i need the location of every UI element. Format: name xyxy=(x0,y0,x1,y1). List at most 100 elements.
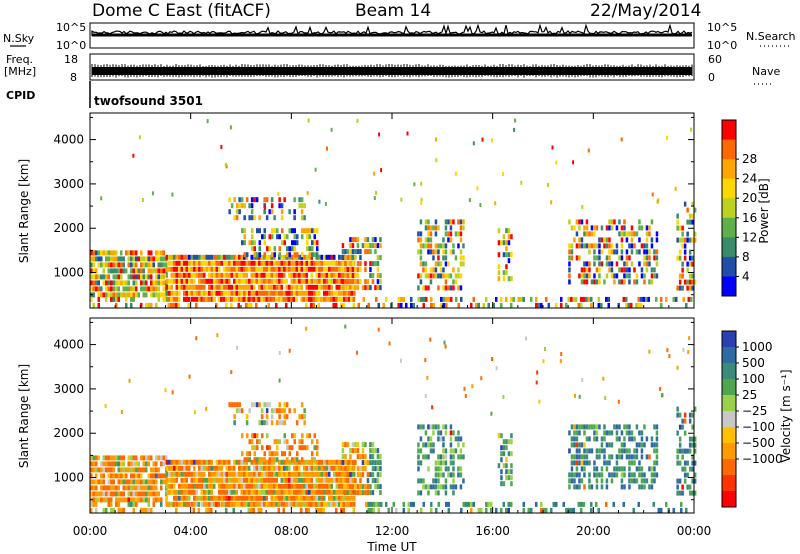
heatmap-cell xyxy=(151,191,154,196)
heatmap-cell xyxy=(293,215,296,221)
heatmap-cell xyxy=(605,255,609,261)
heatmap-cell xyxy=(263,272,266,278)
heatmap-cell xyxy=(507,475,511,481)
heatmap-cell xyxy=(122,467,125,473)
heatmap-cell xyxy=(255,254,258,260)
heatmap-cell xyxy=(230,296,233,302)
heatmap-cell xyxy=(295,272,298,278)
heatmap-cell xyxy=(117,286,120,292)
heatmap-cell xyxy=(356,490,360,496)
heatmap-cell xyxy=(351,261,355,267)
heatmap-cell xyxy=(648,261,651,267)
heatmap-cell xyxy=(371,442,375,448)
heatmap-cell xyxy=(308,284,311,290)
heatmap-cell xyxy=(215,260,218,266)
heatmap-cell xyxy=(97,491,100,497)
heatmap-cell xyxy=(605,261,609,267)
heatmap-cell xyxy=(643,261,646,267)
heatmap-cell xyxy=(253,215,256,221)
heatmap-cell xyxy=(655,237,659,243)
heatmap-cell xyxy=(431,405,434,410)
heatmap-cell xyxy=(198,284,201,290)
heatmap-cell xyxy=(152,479,155,485)
heatmap-cell xyxy=(228,272,231,278)
heatmap-cell xyxy=(203,477,206,483)
heatmap-cell xyxy=(256,445,259,451)
heatmap-cell xyxy=(117,479,120,485)
heatmap-cell xyxy=(218,471,221,477)
heatmap-cell xyxy=(305,302,308,308)
heatmap-cell xyxy=(583,484,586,490)
heatmap-cell xyxy=(588,424,591,430)
heatmap-cell xyxy=(343,477,346,483)
heatmap-cell xyxy=(195,471,198,477)
heatmap-cell xyxy=(263,228,266,234)
heatmap-cell xyxy=(125,473,128,479)
heatmap-cell xyxy=(305,483,308,489)
heatmap-cell xyxy=(678,448,682,454)
heatmap-cell xyxy=(613,273,616,279)
heatmap-cell xyxy=(170,477,173,483)
heatmap-cell xyxy=(625,302,628,308)
heatmap-cell xyxy=(125,280,128,286)
heatmap-cell xyxy=(238,408,241,414)
heatmap-cell xyxy=(173,477,176,483)
heatmap-cell xyxy=(570,478,574,484)
heatmap-cell xyxy=(468,198,471,203)
heatmap-cell xyxy=(376,285,380,291)
heatmap-cell xyxy=(442,448,445,454)
heatmap-cell xyxy=(422,267,425,273)
heatmap-cell xyxy=(595,478,599,484)
heatmap-cell xyxy=(318,272,321,278)
colorbar-tick-label: −100 xyxy=(742,420,775,434)
heatmap-cell xyxy=(457,472,460,478)
heatmap-cell xyxy=(240,203,244,209)
heatmap-cell xyxy=(615,460,619,466)
heatmap-cell xyxy=(235,284,238,290)
heatmap-cell xyxy=(102,455,105,461)
heatmap-cell xyxy=(270,459,273,465)
heatmap-cell xyxy=(620,231,624,237)
heatmap-cell xyxy=(520,180,523,185)
heatmap-cell xyxy=(190,272,193,278)
heatmap-cell xyxy=(305,296,308,302)
heatmap-cell xyxy=(198,471,201,477)
heatmap-cell xyxy=(335,471,338,477)
heatmap-cell xyxy=(100,461,103,467)
heatmap-cell xyxy=(140,286,143,292)
heatmap-cell xyxy=(419,478,423,484)
heatmap-cell xyxy=(190,477,193,483)
heatmap-cell xyxy=(142,467,145,473)
heatmap-cell xyxy=(95,280,98,286)
heatmap-cell xyxy=(638,219,641,225)
heatmap-cell xyxy=(444,460,448,466)
heatmap-cell xyxy=(105,491,108,497)
freq-panel xyxy=(89,53,695,81)
heatmap-cell xyxy=(132,274,135,280)
heatmap-cell xyxy=(270,254,273,260)
heatmap-cell xyxy=(434,231,438,237)
heatmap-cell xyxy=(227,296,230,302)
heatmap-cell xyxy=(367,507,370,513)
heatmap-cell xyxy=(245,296,248,302)
heatmap-cell xyxy=(165,254,168,260)
heatmap-cell xyxy=(678,255,682,261)
heatmap-cell xyxy=(208,254,211,260)
heatmap-cell xyxy=(318,459,321,465)
heatmap-cell xyxy=(462,243,465,249)
heatmap-cell xyxy=(250,266,253,272)
heatmap-cell xyxy=(245,495,248,501)
heatmap-cell xyxy=(125,268,128,274)
heatmap-cell xyxy=(220,477,223,483)
heatmap-cell xyxy=(200,477,203,483)
heatmap-cell xyxy=(593,424,596,430)
heatmap-cell xyxy=(295,266,298,272)
heatmap-cell xyxy=(341,448,345,454)
heatmap-cell xyxy=(122,479,125,485)
heatmap-cell xyxy=(374,460,377,466)
heatmap-cell xyxy=(273,296,276,302)
heatmap-cell xyxy=(364,243,367,249)
heatmap-cell xyxy=(213,471,216,477)
heatmap-cell xyxy=(157,491,160,497)
heatmap-cell xyxy=(288,483,291,489)
